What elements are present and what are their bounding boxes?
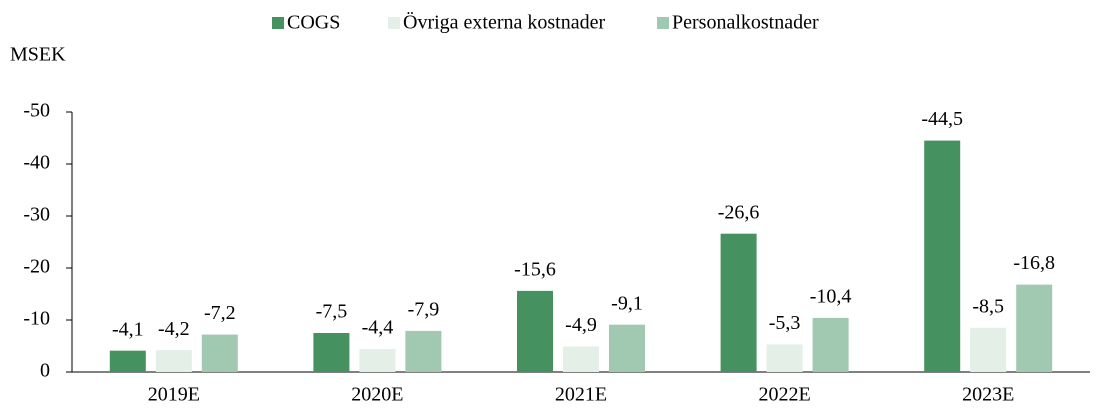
y-tick-label: 0 bbox=[40, 360, 50, 382]
legend-swatch bbox=[388, 17, 400, 29]
bar bbox=[766, 344, 803, 372]
value-label: -10,4 bbox=[810, 286, 852, 308]
y-tick-label: -10 bbox=[23, 308, 50, 330]
value-label: -7,2 bbox=[204, 302, 236, 324]
value-label: -44,5 bbox=[921, 108, 963, 130]
value-label: -7,5 bbox=[316, 301, 348, 323]
y-tick-label: -40 bbox=[23, 152, 50, 174]
value-label: -16,8 bbox=[1013, 252, 1055, 274]
value-label: -7,9 bbox=[408, 299, 440, 321]
bar bbox=[155, 350, 192, 372]
x-tick-label: 2020E bbox=[351, 384, 403, 406]
bar bbox=[720, 233, 757, 372]
bar bbox=[109, 350, 146, 372]
value-label: -4,1 bbox=[112, 318, 144, 340]
value-label: -26,6 bbox=[718, 201, 760, 223]
bar bbox=[609, 324, 645, 372]
bar bbox=[970, 327, 1007, 372]
value-label: -4,4 bbox=[362, 317, 394, 339]
y-axis-label: MSEK bbox=[10, 44, 66, 66]
legend-swatch bbox=[657, 17, 669, 29]
bar bbox=[313, 333, 350, 372]
value-label: -4,2 bbox=[158, 318, 190, 340]
value-label: -5,3 bbox=[769, 312, 801, 334]
x-tick-label: 2019E bbox=[148, 384, 200, 406]
bar bbox=[201, 334, 238, 372]
value-label: -8,5 bbox=[972, 295, 1004, 317]
legend-swatch bbox=[272, 17, 284, 29]
bar bbox=[812, 317, 849, 372]
bar bbox=[405, 330, 442, 372]
legend-label: Personalkostnader bbox=[672, 12, 819, 34]
y-tick-label: -30 bbox=[23, 204, 50, 226]
x-tick-label: 2021E bbox=[555, 384, 607, 406]
value-label: -15,6 bbox=[514, 258, 556, 280]
y-tick-label: -20 bbox=[23, 256, 50, 278]
x-tick-label: 2023E bbox=[962, 384, 1014, 406]
bar bbox=[1016, 284, 1053, 372]
legend-label: COGS bbox=[287, 12, 340, 34]
bar bbox=[517, 290, 553, 372]
bar bbox=[563, 346, 599, 372]
bar bbox=[924, 140, 961, 372]
bar bbox=[359, 349, 396, 372]
legend-label: Övriga externa kostnader bbox=[403, 11, 605, 34]
value-label: -4,9 bbox=[565, 314, 597, 336]
y-tick-label: -50 bbox=[23, 100, 50, 122]
value-label: -9,1 bbox=[611, 292, 643, 314]
x-tick-label: 2022E bbox=[758, 384, 810, 406]
